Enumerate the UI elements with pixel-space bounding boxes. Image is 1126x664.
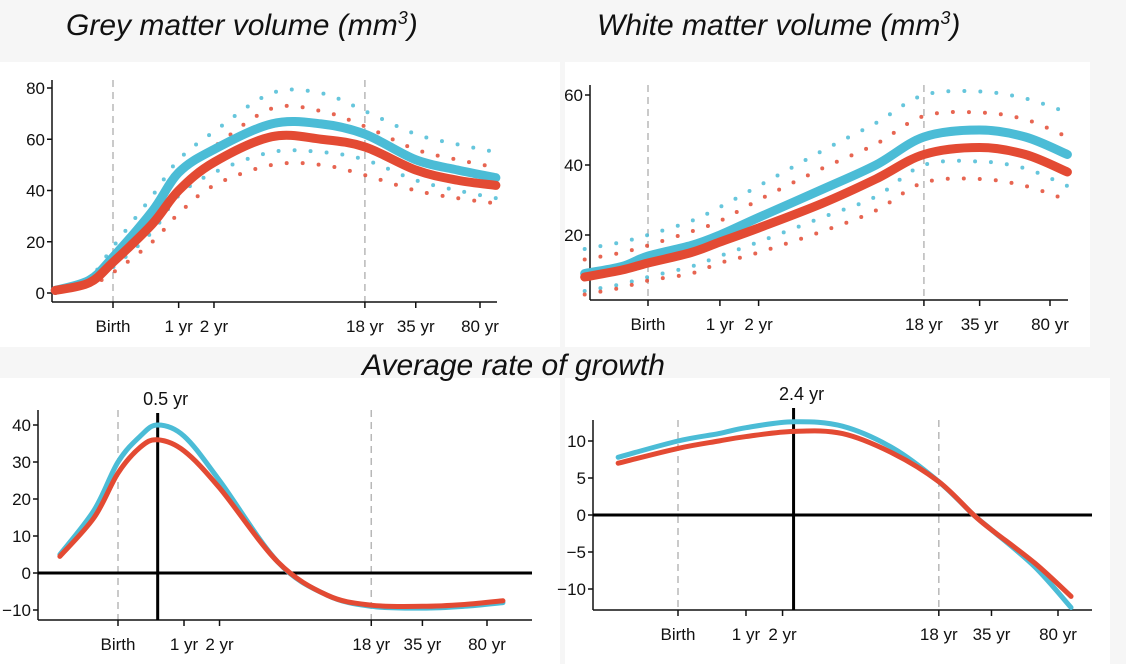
series-red-dotted [53, 103, 498, 293]
white-title-close: ) [950, 9, 961, 42]
peak-marker-label: 2.4 yr [779, 384, 824, 404]
y-tick-label: 0 [22, 564, 31, 583]
series-blue-dotted [582, 158, 1070, 293]
x-tick-label: 2 yr [205, 635, 234, 654]
x-tick-label: 1 yr [170, 635, 199, 654]
x-tick-label: 1 yr [706, 315, 735, 334]
series-red-solid [57, 437, 506, 609]
y-tick-label: 10 [12, 527, 31, 546]
x-tick-label: 1 yr [164, 317, 193, 336]
x-tick-label: Birth [661, 625, 696, 644]
chart-panel-2: 20 40 60 Birth 1 yr 2 yr 18 yr 35 yr 80 yr [564, 85, 1072, 334]
x-tick-label: 80 yr [468, 635, 506, 654]
x-tick-label: 80 yr [1039, 625, 1077, 644]
x-tick-label: Birth [96, 317, 131, 336]
y-tick-label: −10 [2, 601, 31, 620]
y-tick-label: 30 [12, 453, 31, 472]
y-tick-label: 60 [564, 86, 583, 105]
series-red-solid [615, 428, 1074, 599]
x-tick-label: 2 yr [768, 625, 797, 644]
panel-grey-bg [0, 62, 560, 347]
y-tick-label: 20 [26, 233, 45, 252]
series-blue-solid [580, 125, 1072, 278]
y-tick-label: 40 [26, 182, 45, 201]
y-tick-label: 10 [567, 432, 586, 451]
y-tick-label: −10 [557, 580, 586, 599]
peak-marker-label: 0.5 yr [143, 389, 188, 409]
series-blue-dotted [582, 88, 1070, 251]
x-tick-label: 18 yr [905, 315, 943, 334]
y-tick-label: 60 [26, 130, 45, 149]
series-red-solid [580, 142, 1072, 282]
y-tick-label: 80 [26, 79, 45, 98]
rate-title: Average rate of growth [362, 349, 665, 382]
x-tick-label: Birth [631, 315, 666, 334]
x-tick-label: 35 yr [404, 635, 442, 654]
series-red-dotted [53, 160, 498, 293]
series-red-dotted [582, 176, 1070, 297]
x-tick-label: Birth [101, 635, 136, 654]
x-tick-label: 2 yr [200, 317, 229, 336]
y-tick-label: −5 [567, 543, 586, 562]
y-tick-label: 0 [36, 284, 45, 303]
white-title-sup: 3 [940, 8, 951, 28]
white-title-text: White matter volume (mm [597, 9, 941, 42]
series-red-dotted [582, 109, 1070, 262]
y-tick-label: 5 [577, 469, 586, 488]
series-blue-dotted [53, 148, 498, 293]
x-tick-label: 35 yr [961, 315, 999, 334]
x-tick-label: 1 yr [732, 625, 761, 644]
x-tick-label: 2 yr [744, 315, 773, 334]
y-tick-label: 0 [577, 506, 586, 525]
grey-matter-title: Grey matter volume (mm3) [66, 8, 418, 43]
chart-panel-1: 0 20 40 60 80 Birth 1 yr 2 yr 18 yr 35 yr 80 yr [26, 79, 501, 336]
grey-title-text: Grey matter volume (mm [66, 9, 398, 42]
x-tick-label: 18 yr [352, 635, 390, 654]
series-blue-solid [57, 422, 506, 611]
x-tick-label: 18 yr [346, 317, 384, 336]
x-tick-label: 35 yr [397, 317, 435, 336]
series-red-solid [50, 130, 501, 295]
chart-panel-4: −10 −5 0 5 10 Birth 1 yr 2 yr 18 yr 35 yr 80 yr 2.4… [557, 384, 1092, 644]
y-tick-label: 40 [12, 416, 31, 435]
y-tick-label: 20 [12, 490, 31, 509]
grey-title-sup: 3 [397, 8, 408, 28]
x-tick-label: 18 yr [920, 625, 958, 644]
chart-panel-3: −10 0 10 20 30 40 Birth 1 yr 2 yr 18 yr 35 yr 80 yr… [2, 389, 532, 654]
x-tick-label: 80 yr [461, 317, 499, 336]
x-tick-label: 80 yr [1031, 315, 1069, 334]
y-tick-label: 40 [564, 156, 583, 175]
grey-title-close: ) [407, 9, 418, 42]
white-matter-title: White matter volume (mm3) [597, 8, 960, 43]
series-blue-solid [50, 117, 501, 295]
y-tick-label: 20 [564, 226, 583, 245]
x-tick-label: 35 yr [973, 625, 1011, 644]
